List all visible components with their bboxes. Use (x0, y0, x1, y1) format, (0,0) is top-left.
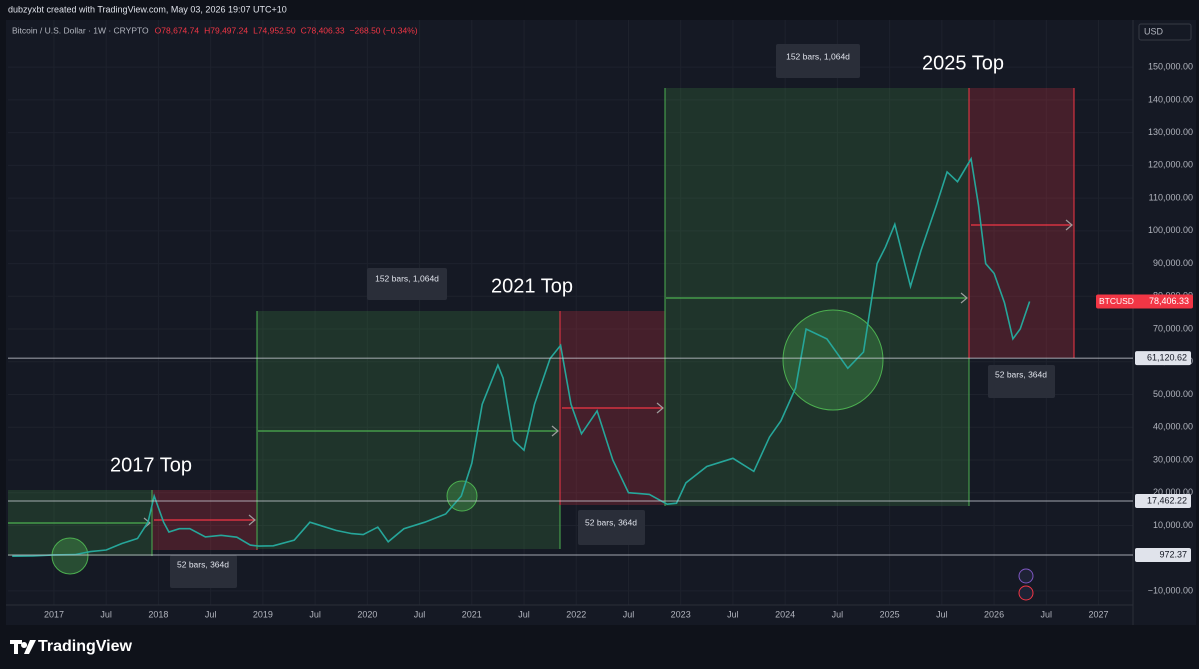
x-tick-label: 2017 (44, 609, 64, 619)
top-label: 2017 Top (110, 454, 192, 476)
footer-brand: TradingView (38, 638, 133, 655)
x-tick-label: 2020 (357, 609, 377, 619)
x-tick-label: Jul (623, 609, 635, 619)
range-label: 152 bars, 1,064d (375, 273, 439, 283)
logo (10, 640, 36, 654)
y-tick-label: 50,000.00 (1153, 389, 1193, 399)
header: dubzyxbt created with TradingView.com, M… (8, 4, 287, 14)
top-label: 2021 Top (491, 275, 573, 297)
range-label: 52 bars, 364d (585, 517, 637, 527)
x-tick-label: 2026 (984, 609, 1004, 619)
range-label: 52 bars, 364d (177, 559, 229, 569)
x-tick-label: Jul (414, 609, 426, 619)
range-label-box (578, 510, 645, 545)
ohlc-value: L74,952.50 (253, 25, 296, 35)
highlight-circle (51, 537, 89, 575)
y-tick-label: 30,000.00 (1153, 454, 1193, 464)
y-tick-label: 70,000.00 (1153, 323, 1193, 333)
ohlc-value: −268.50 (−0.34%) (350, 25, 418, 35)
currency: USD (1144, 26, 1164, 36)
x-tick-label: Jul (309, 609, 321, 619)
range-label: 152 bars, 1,064d (786, 51, 850, 61)
y-tick-label: 130,000.00 (1148, 127, 1193, 137)
range-label-box (170, 555, 237, 588)
x-tick-label: Jul (1041, 609, 1053, 619)
range-label: 52 bars, 364d (995, 369, 1047, 379)
y-tick-label: 10,000.00 (1153, 520, 1193, 530)
x-tick-label: Jul (832, 609, 844, 619)
price-tag (1096, 294, 1193, 309)
level-label: 61,120.62 (1147, 352, 1187, 362)
x-tick-label: 2018 (148, 609, 168, 619)
x-tick-label: Jul (727, 609, 739, 619)
y-tick-label: −10,000.00 (1148, 585, 1193, 595)
legend-name: BTCUSD (1099, 296, 1134, 306)
x-tick-label: 2021 (462, 609, 482, 619)
x-tick-label: Jul (205, 609, 217, 619)
x-tick-label: 2027 (1089, 609, 1109, 619)
x-tick-label: Jul (518, 609, 530, 619)
drawings: 52 bars, 364d 152 bars, 1,064d 52 bars, … (8, 44, 1075, 588)
y-tick-label: 90,000.00 (1153, 258, 1193, 268)
range-box (257, 311, 560, 549)
icon (1018, 568, 1034, 584)
y-tick-label: 100,000.00 (1148, 225, 1193, 235)
ohlc-value: H79,497.24 (204, 25, 248, 35)
icon (1018, 585, 1034, 601)
level-tag (1135, 494, 1191, 509)
y-tick-label: 150,000.00 (1148, 62, 1193, 72)
x-tick-label: 2023 (671, 609, 691, 619)
y-tick-label: 40,000.00 (1153, 422, 1193, 432)
y-tick-label: 140,000.00 (1148, 94, 1193, 104)
range-label-box (988, 365, 1055, 398)
level-label: 17,462.22 (1147, 495, 1187, 505)
x-tick-label: 2024 (775, 609, 795, 619)
arrow-heads (143, 219, 1073, 529)
y-tick-label: 20,000.00 (1153, 487, 1193, 497)
x-tick-label: 2025 (880, 609, 900, 619)
x-tick-label: 2022 (566, 609, 586, 619)
currency-box (1138, 23, 1192, 41)
ohlc-value: C78,406.33 (301, 25, 345, 35)
range-box (969, 88, 1074, 358)
range-label-box (776, 44, 860, 78)
level-label: 972.37 (1159, 549, 1187, 559)
top-label: 2025 Top (922, 52, 1004, 74)
price-line (12, 156, 1031, 557)
ohlc-value: O78,674.74 (155, 25, 200, 35)
highlight-circle (782, 309, 884, 411)
level-tag (1135, 351, 1191, 366)
range-box (665, 88, 969, 506)
price-label: 78,406.33 (1149, 296, 1189, 306)
range-label-box (367, 268, 447, 300)
footer-bar (0, 626, 1199, 669)
level-tag (1135, 548, 1191, 563)
y-tick-label: 110,000.00 (1149, 192, 1193, 202)
symbol: Bitcoin / U.S. Dollar · 1W · CRYPTO (12, 25, 149, 35)
x-tick-label: Jul (936, 609, 948, 619)
x-tick-label: 2019 (253, 609, 273, 619)
y-tick-label: 120,000.00 (1148, 160, 1193, 170)
x-tick-label: Jul (100, 609, 112, 619)
